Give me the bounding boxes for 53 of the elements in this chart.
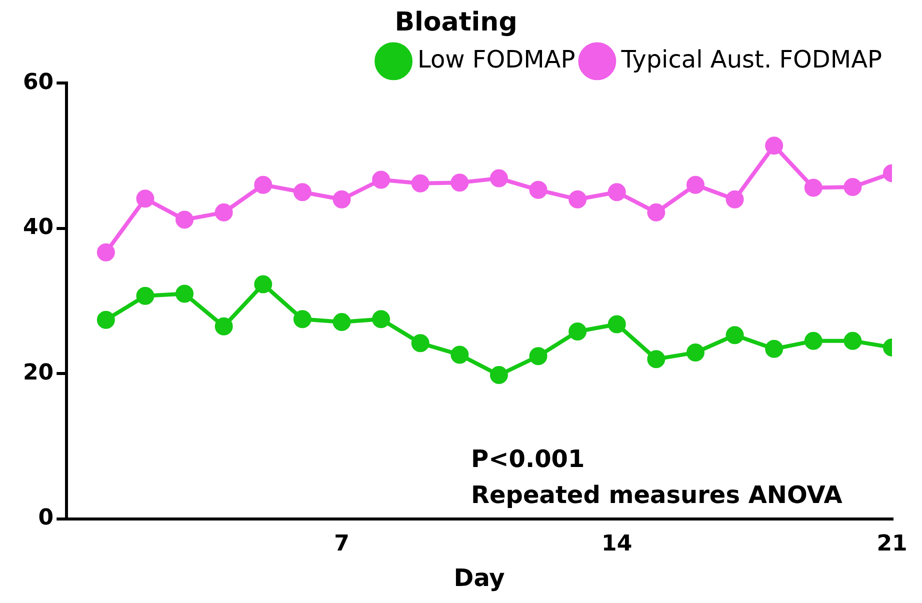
point: [372, 310, 390, 328]
x-tick-label: 7: [334, 532, 350, 557]
point: [372, 170, 390, 189]
point: [214, 317, 233, 336]
point: [765, 340, 784, 358]
point: [332, 190, 351, 208]
x-axis-title: Day: [454, 564, 506, 592]
point: [608, 183, 626, 202]
y-tick-label: 0: [38, 506, 54, 531]
y-tick-label: 60: [22, 70, 54, 95]
point: [490, 169, 508, 188]
chart-title: Bloating: [394, 7, 518, 38]
point: [844, 332, 862, 350]
x-tick-label: 21: [876, 532, 908, 557]
point: [293, 183, 312, 202]
point: [96, 243, 115, 262]
point: [804, 178, 822, 197]
point: [686, 344, 704, 362]
point: [136, 190, 154, 208]
point: [568, 322, 587, 340]
point: [176, 284, 194, 303]
point: [136, 286, 154, 305]
annotation: Repeated measures ANOVA: [471, 480, 843, 509]
point: [608, 315, 626, 334]
point: [176, 210, 194, 229]
point: [726, 326, 744, 344]
point: [686, 176, 704, 194]
legend-label: Typical Aust. FODMAP: [620, 45, 882, 74]
y-tick-label: 20: [22, 360, 54, 386]
point: [332, 313, 351, 332]
point: [568, 190, 587, 208]
point: [529, 347, 548, 366]
point: [293, 310, 312, 328]
point: [450, 174, 469, 192]
point: [804, 332, 822, 350]
point: [254, 176, 272, 194]
point: [726, 190, 744, 208]
point: [647, 350, 666, 368]
point: [254, 275, 272, 294]
point: [765, 136, 784, 155]
point: [844, 178, 862, 196]
annotation: P<0.001: [471, 444, 585, 473]
point: [411, 174, 430, 192]
point: [529, 180, 548, 199]
legend-label: Low FODMAP: [418, 45, 576, 74]
point: [411, 334, 430, 352]
point: [450, 346, 469, 364]
point: [647, 203, 666, 222]
point: [214, 203, 233, 222]
point: [490, 366, 508, 384]
y-tick-label: 40: [22, 215, 54, 240]
point: [96, 310, 115, 329]
x-tick-label: 14: [602, 532, 632, 557]
